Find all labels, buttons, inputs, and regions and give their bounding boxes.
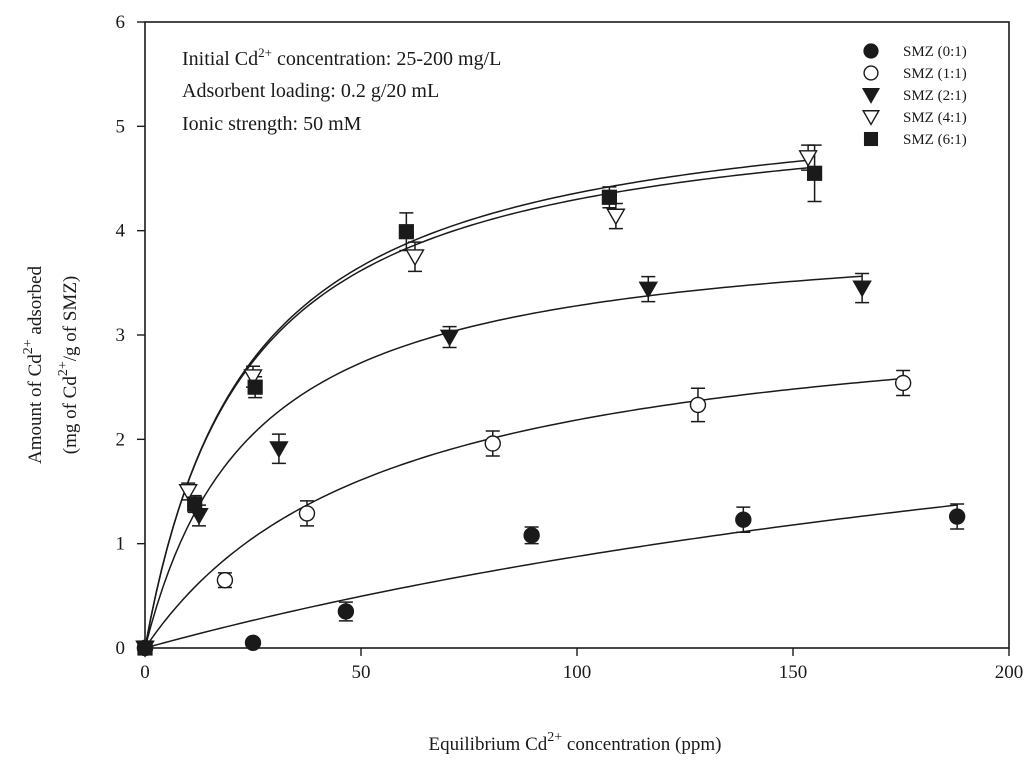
x-axis-title: Equilibrium Cd2+ concentration (ppm)	[429, 730, 722, 755]
data-markers	[135, 150, 966, 658]
legend: SMZ (0:1) SMZ (1:1) SMZ (2:1) SMZ (4:1) SMZ …	[861, 43, 967, 148]
axis-ticks: 0 50 100 150 200 0 1 2 3 4 5 6	[116, 12, 1024, 683]
data-point	[216, 571, 234, 589]
data-point	[398, 224, 414, 240]
data-point	[187, 496, 203, 512]
y-axis-title2-b: /g of SMZ)	[60, 276, 81, 362]
x-axis-title-b: concentration (ppm)	[562, 734, 721, 755]
data-point	[337, 603, 355, 620]
fit-curve	[144, 275, 863, 649]
data-point	[601, 189, 618, 205]
legend-label: SMZ (0:1)	[903, 44, 967, 60]
legend-label: SMZ (1:1)	[903, 66, 967, 82]
y-axis-title1-sup: 2+	[21, 339, 36, 354]
annotation-line1-a: Initial Cd	[182, 48, 258, 70]
legend-marker	[863, 131, 879, 147]
x-axis-title-a: Equilibrium Cd	[429, 734, 548, 755]
fit-curve	[144, 166, 819, 649]
data-point	[405, 249, 425, 267]
annotation-box: Initial Cd2+ concentration: 25-200 mg/L …	[182, 45, 501, 135]
legend-marker	[863, 43, 879, 59]
data-point	[439, 329, 460, 347]
y-tick-label: 0	[116, 638, 126, 659]
legend-marker	[861, 88, 881, 104]
x-axis-title-sup: 2+	[547, 730, 562, 745]
fit-curves	[144, 159, 958, 649]
legend-marker	[863, 65, 879, 81]
x-tick-label: 0	[140, 662, 150, 683]
data-point	[806, 165, 823, 181]
x-tick-label: 100	[563, 662, 592, 683]
data-point	[606, 208, 626, 226]
data-point	[948, 508, 966, 525]
y-axis-title-line1: Amount of Cd2+ adsorbed	[21, 265, 46, 464]
y-tick-label: 1	[116, 534, 126, 555]
fit-curve	[144, 504, 958, 649]
x-tick-label: 50	[352, 662, 371, 683]
legend-label: SMZ (2:1)	[903, 88, 967, 104]
data-point	[298, 505, 316, 522]
data-point	[178, 484, 198, 501]
legend-marker	[861, 110, 881, 126]
data-point	[269, 441, 289, 459]
annotation-line1-b: concentration: 25-200 mg/L	[272, 48, 501, 70]
y-axis-title1-a: Amount of Cd	[25, 354, 46, 464]
data-point	[247, 379, 263, 395]
y-tick-label: 2	[116, 429, 126, 450]
y-axis-title2-a: (mg of Cd	[60, 376, 81, 455]
data-point	[244, 634, 262, 651]
data-point	[638, 281, 658, 299]
y-tick-label: 4	[116, 221, 126, 242]
data-point	[689, 396, 707, 414]
y-tick-label: 3	[116, 325, 126, 346]
y-axis-title-line2: (mg of Cd2+/g of SMZ)	[56, 276, 81, 455]
fit-curve	[144, 377, 902, 649]
data-point	[798, 150, 818, 168]
legend-label: SMZ (4:1)	[903, 110, 967, 126]
y-axis-title1-b: adsorbed	[25, 265, 46, 339]
annotation-adsorbent-loading: Adsorbent loading: 0.2 g/20 mL	[182, 80, 439, 102]
data-point	[894, 374, 912, 392]
legend-label: SMZ (6:1)	[903, 132, 967, 148]
fit-curve	[144, 159, 811, 649]
annotation-initial-concentration: Initial Cd2+ concentration: 25-200 mg/L	[182, 45, 501, 70]
y-tick-label: 6	[116, 12, 126, 33]
data-point	[484, 435, 501, 452]
y-tick-label: 5	[116, 116, 126, 137]
x-tick-label: 150	[779, 662, 808, 683]
x-tick-label: 200	[995, 662, 1024, 683]
data-point	[243, 369, 263, 387]
data-point	[852, 280, 872, 298]
annotation-ionic-strength: Ionic strength: 50 mM	[182, 113, 362, 135]
data-point	[735, 511, 752, 528]
annotation-line1-sup: 2+	[258, 45, 272, 60]
data-point	[523, 527, 540, 544]
y-axis-title2-sup: 2+	[56, 361, 71, 376]
